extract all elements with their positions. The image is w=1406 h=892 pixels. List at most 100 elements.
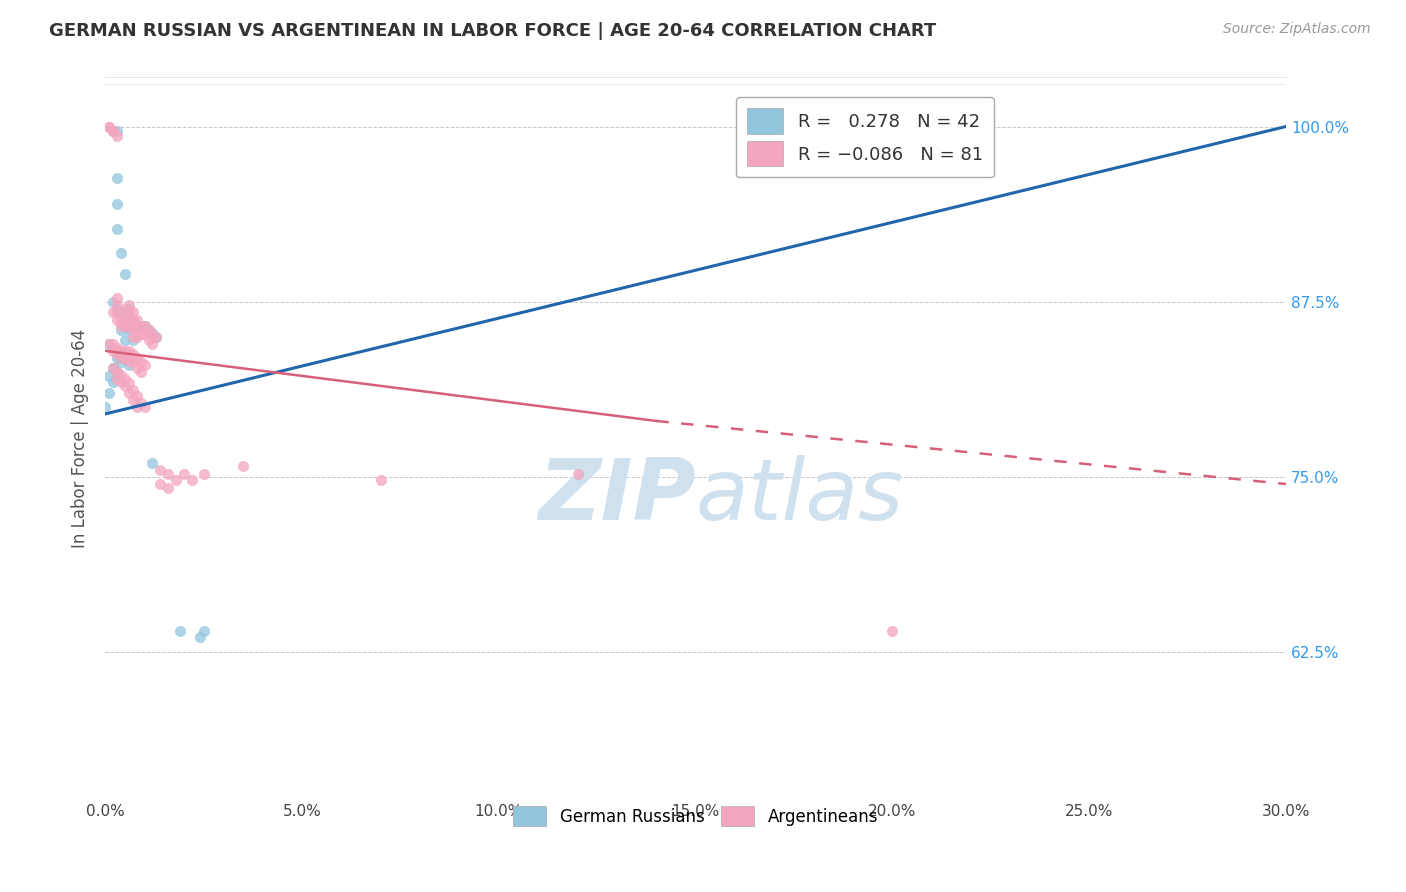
- Point: [370, 473, 392, 487]
- Point: [105, 291, 128, 305]
- Point: [232, 458, 254, 473]
- Point: [118, 297, 141, 311]
- Point: [567, 467, 589, 482]
- Point: [188, 630, 211, 644]
- Point: [165, 473, 187, 487]
- Point: [101, 124, 124, 138]
- Point: [145, 330, 167, 344]
- Point: [110, 318, 132, 333]
- Point: [121, 304, 143, 318]
- Point: [134, 326, 156, 341]
- Point: [114, 372, 136, 386]
- Point: [105, 365, 128, 379]
- Point: [129, 326, 152, 341]
- Point: [101, 124, 124, 138]
- Point: [105, 301, 128, 316]
- Point: [129, 355, 152, 369]
- Point: [138, 323, 160, 337]
- Point: [101, 360, 124, 375]
- Point: [114, 351, 136, 365]
- Point: [125, 320, 148, 334]
- Point: [121, 320, 143, 334]
- Point: [114, 333, 136, 347]
- Point: [157, 467, 180, 482]
- Point: [98, 336, 121, 351]
- Point: [118, 343, 141, 358]
- Point: [193, 467, 215, 482]
- Point: [118, 304, 141, 318]
- Point: [110, 245, 132, 260]
- Point: [145, 330, 167, 344]
- Text: GERMAN RUSSIAN VS ARGENTINEAN IN LABOR FORCE | AGE 20-64 CORRELATION CHART: GERMAN RUSSIAN VS ARGENTINEAN IN LABOR F…: [49, 22, 936, 40]
- Point: [98, 369, 121, 384]
- Point: [180, 473, 202, 487]
- Point: [94, 400, 117, 414]
- Point: [110, 351, 132, 365]
- Point: [101, 124, 124, 138]
- Point: [110, 313, 132, 327]
- Point: [101, 360, 124, 375]
- Point: [114, 267, 136, 281]
- Point: [129, 318, 152, 333]
- Point: [105, 346, 128, 360]
- Point: [125, 360, 148, 375]
- Point: [105, 343, 128, 358]
- Point: [842, 120, 865, 134]
- Point: [134, 400, 156, 414]
- Point: [129, 318, 152, 333]
- Point: [110, 343, 132, 358]
- Point: [110, 355, 132, 369]
- Point: [125, 313, 148, 327]
- Point: [110, 304, 132, 318]
- Point: [141, 456, 163, 470]
- Point: [118, 358, 141, 372]
- Point: [118, 353, 141, 368]
- Point: [105, 124, 128, 138]
- Point: [125, 330, 148, 344]
- Point: [101, 336, 124, 351]
- Point: [110, 375, 132, 389]
- Point: [105, 171, 128, 186]
- Point: [105, 372, 128, 386]
- Point: [118, 385, 141, 400]
- Point: [101, 294, 124, 309]
- Point: [121, 355, 143, 369]
- Point: [125, 389, 148, 403]
- Point: [141, 336, 163, 351]
- Point: [121, 383, 143, 397]
- Point: [134, 358, 156, 372]
- Point: [121, 313, 143, 327]
- Point: [118, 313, 141, 327]
- Point: [98, 120, 121, 134]
- Point: [105, 304, 128, 318]
- Y-axis label: In Labor Force | Age 20-64: In Labor Force | Age 20-64: [72, 329, 89, 548]
- Point: [110, 323, 132, 337]
- Point: [882, 624, 904, 639]
- Point: [138, 323, 160, 337]
- Point: [105, 351, 128, 365]
- Point: [105, 297, 128, 311]
- Point: [173, 467, 195, 482]
- Point: [101, 304, 124, 318]
- Point: [114, 301, 136, 316]
- Point: [105, 313, 128, 327]
- Point: [121, 392, 143, 407]
- Legend: German Russians, Argentineans: German Russians, Argentineans: [505, 797, 887, 835]
- Point: [134, 318, 156, 333]
- Point: [157, 481, 180, 495]
- Point: [121, 346, 143, 360]
- Point: [129, 395, 152, 409]
- Point: [98, 120, 121, 134]
- Point: [138, 333, 160, 347]
- Text: atlas: atlas: [696, 455, 904, 538]
- Point: [134, 318, 156, 333]
- Point: [141, 326, 163, 340]
- Point: [121, 333, 143, 347]
- Text: ZIP: ZIP: [538, 455, 696, 538]
- Point: [114, 309, 136, 323]
- Point: [105, 129, 128, 144]
- Point: [114, 351, 136, 365]
- Point: [149, 477, 172, 491]
- Point: [129, 365, 152, 379]
- Point: [110, 368, 132, 382]
